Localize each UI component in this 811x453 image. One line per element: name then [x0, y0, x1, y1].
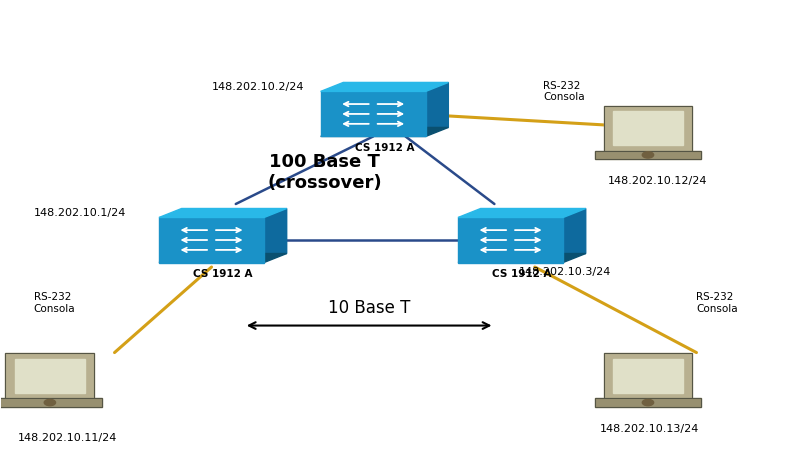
- Polygon shape: [458, 254, 586, 263]
- Polygon shape: [320, 92, 426, 136]
- Circle shape: [45, 400, 55, 406]
- Circle shape: [642, 152, 654, 158]
- Text: CS 1912 A: CS 1912 A: [492, 269, 551, 279]
- Text: 100 Base T
(crossover): 100 Base T (crossover): [268, 153, 382, 192]
- Text: 148.202.10.11/24: 148.202.10.11/24: [18, 433, 117, 443]
- Polygon shape: [264, 208, 287, 254]
- Text: RS-232
Consola: RS-232 Consola: [543, 81, 585, 102]
- Bar: [6, 353, 94, 399]
- Polygon shape: [320, 127, 448, 136]
- Polygon shape: [595, 151, 701, 159]
- Polygon shape: [159, 254, 287, 263]
- Bar: [603, 106, 693, 151]
- Polygon shape: [0, 399, 102, 407]
- Text: 10 Base T: 10 Base T: [328, 299, 410, 317]
- Polygon shape: [458, 208, 586, 217]
- Circle shape: [642, 400, 654, 406]
- Polygon shape: [6, 353, 94, 399]
- Polygon shape: [613, 111, 683, 145]
- Polygon shape: [603, 353, 693, 399]
- Bar: [595, 151, 701, 159]
- Text: RS-232
Consola: RS-232 Consola: [34, 292, 75, 314]
- Polygon shape: [603, 106, 693, 151]
- Polygon shape: [613, 359, 683, 393]
- Bar: [595, 399, 701, 407]
- Polygon shape: [595, 399, 701, 407]
- Text: 148.202.10.1/24: 148.202.10.1/24: [34, 208, 126, 218]
- Text: 148.202.10.13/24: 148.202.10.13/24: [599, 424, 699, 434]
- Text: CS 1912 A: CS 1912 A: [354, 143, 414, 153]
- Polygon shape: [563, 208, 586, 254]
- Polygon shape: [426, 82, 448, 127]
- Text: CS 1912 A: CS 1912 A: [193, 269, 252, 279]
- Bar: [0, 399, 102, 407]
- Text: 148.202.10.2/24: 148.202.10.2/24: [212, 82, 304, 92]
- Polygon shape: [159, 217, 264, 263]
- Bar: [603, 353, 693, 399]
- Text: RS-232
Consola: RS-232 Consola: [697, 292, 738, 314]
- Text: 148.202.10.3/24: 148.202.10.3/24: [519, 266, 611, 276]
- Text: 148.202.10.12/24: 148.202.10.12/24: [607, 177, 707, 187]
- Polygon shape: [320, 82, 448, 92]
- Polygon shape: [159, 208, 287, 217]
- Polygon shape: [458, 217, 563, 263]
- Polygon shape: [15, 359, 84, 393]
